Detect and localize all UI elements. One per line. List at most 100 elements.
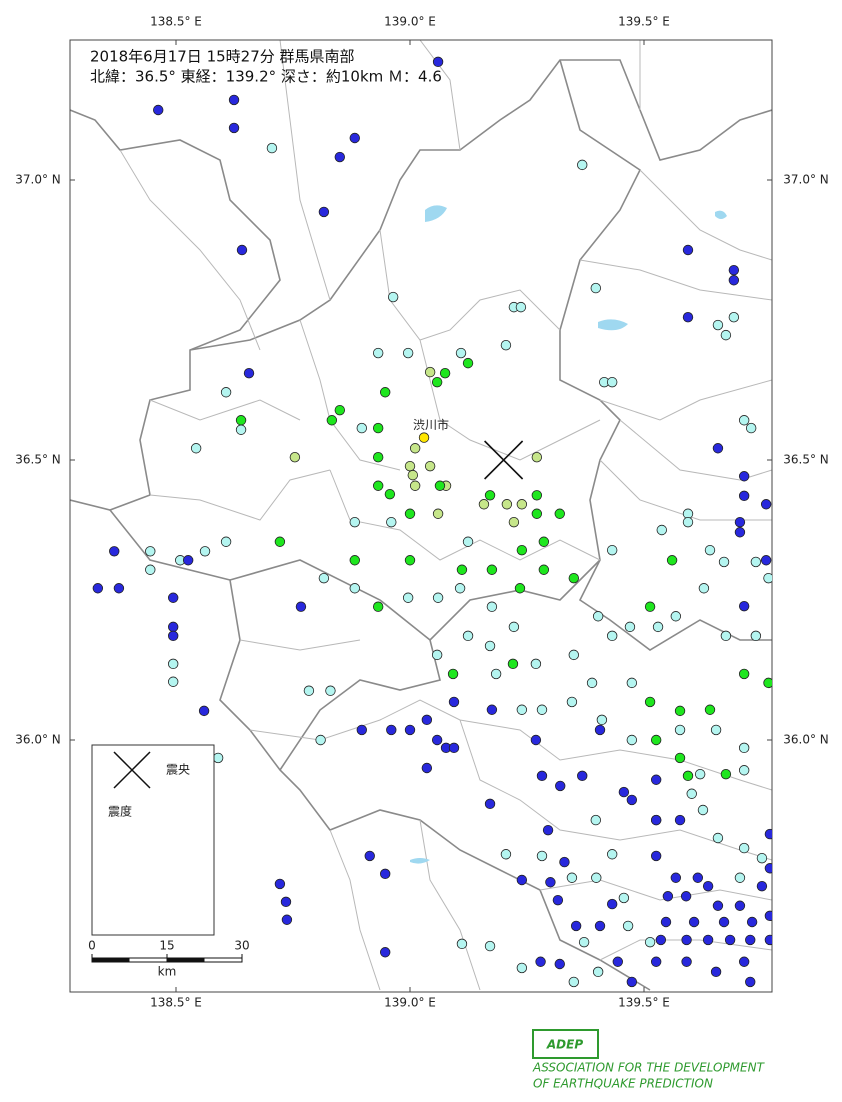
station-dot <box>712 443 724 454</box>
station-dot <box>554 958 565 970</box>
station-dot <box>431 734 443 746</box>
station-dot <box>662 891 674 902</box>
station-dot <box>591 872 602 883</box>
station-dot <box>167 676 179 687</box>
station-dot <box>372 480 384 491</box>
station-dot <box>566 872 578 883</box>
station-dot <box>688 916 700 928</box>
station-dot <box>578 936 590 948</box>
station-dot <box>650 734 662 746</box>
station-dot <box>624 621 636 633</box>
station-dot <box>535 956 546 967</box>
station-dot <box>702 880 714 892</box>
station-dot <box>750 556 762 568</box>
station-dot <box>198 705 210 717</box>
station-dot <box>650 814 662 826</box>
station-dot <box>484 940 496 952</box>
station-dot <box>235 415 247 426</box>
station-dot <box>243 368 255 379</box>
station-dot <box>728 275 740 286</box>
station-dot <box>590 282 601 294</box>
station-dot <box>432 508 444 519</box>
station-dot <box>318 206 330 218</box>
station-dot <box>592 611 604 622</box>
station-dot <box>386 516 397 528</box>
map-layer: 138.5° E 138.5° E 139.0° E 139.0° E 139.5° E… <box>15 15 829 1010</box>
station-dot <box>432 56 444 68</box>
logo-box <box>532 1029 599 1059</box>
station-dot <box>274 536 286 547</box>
scale-segment <box>92 958 130 962</box>
logo-mark: ADEP <box>546 1038 583 1052</box>
station-dot <box>554 508 565 519</box>
station-dot <box>596 714 608 726</box>
station-dot <box>626 794 638 806</box>
header-line: 2018年6月17日 15時27分 群馬県南部 <box>90 48 355 66</box>
station-dot <box>734 527 746 538</box>
station-dot <box>220 387 232 398</box>
station-dot <box>644 936 656 948</box>
lat-tick-label: 37.0° N <box>783 173 829 187</box>
station-dot <box>568 976 580 988</box>
station-dot <box>586 677 598 689</box>
station-dot <box>274 878 286 890</box>
logo-text: OF EARTHQUAKE PREDICTION <box>533 1077 713 1091</box>
station-dot <box>190 443 202 454</box>
station-dot <box>349 516 360 528</box>
station-dot <box>236 244 248 256</box>
station-dot <box>402 592 414 603</box>
station-dot <box>421 762 433 774</box>
station-dot <box>228 94 240 106</box>
station-dot <box>536 850 548 862</box>
lon-tick-label: 138.5° E <box>150 996 202 1010</box>
station-dot <box>199 546 211 557</box>
station-dot <box>515 301 527 313</box>
station-dot <box>289 452 301 463</box>
station-dot <box>109 546 120 557</box>
station-dot <box>738 742 750 754</box>
station-dot <box>764 863 772 874</box>
station-dot <box>674 705 686 717</box>
lat-tick-label: 36.5° N <box>15 453 61 467</box>
station-dot <box>295 601 307 612</box>
station-dot <box>655 934 667 946</box>
station-dot <box>568 572 580 584</box>
station-dot <box>542 824 554 836</box>
station-dot <box>728 264 740 276</box>
lat-tick-label: 36.5° N <box>783 453 829 467</box>
station-dot <box>516 544 528 556</box>
station-dot <box>212 752 224 764</box>
station-dot <box>356 422 367 434</box>
station-dot <box>404 555 416 566</box>
station-dot <box>379 947 391 958</box>
station-dot <box>594 724 606 736</box>
station-dot <box>670 611 682 622</box>
station-dot <box>281 914 293 925</box>
station-dot <box>145 546 156 557</box>
station-dot <box>656 524 667 536</box>
station-dot <box>577 159 588 171</box>
station-dot <box>660 916 672 928</box>
station-dot <box>516 704 528 715</box>
station-dot <box>710 724 722 736</box>
station-dot <box>682 516 694 528</box>
station-dot <box>536 770 548 782</box>
station-dot <box>280 896 292 908</box>
station-dot <box>167 592 179 603</box>
station-dot <box>379 868 391 880</box>
station-dot <box>432 592 444 603</box>
station-dot <box>606 544 618 556</box>
station-dot <box>490 668 502 680</box>
station-dot <box>666 555 678 566</box>
scale-label: 15 <box>159 939 174 953</box>
station-dot <box>718 556 730 568</box>
station-dot <box>220 536 232 547</box>
station-dot <box>448 696 460 708</box>
station-dot <box>424 460 436 472</box>
station-dot <box>315 734 326 746</box>
station-dot <box>681 934 692 946</box>
station-dot <box>409 480 421 491</box>
station-dot <box>734 872 746 883</box>
station-dot <box>674 724 686 736</box>
station-dot <box>447 668 459 680</box>
